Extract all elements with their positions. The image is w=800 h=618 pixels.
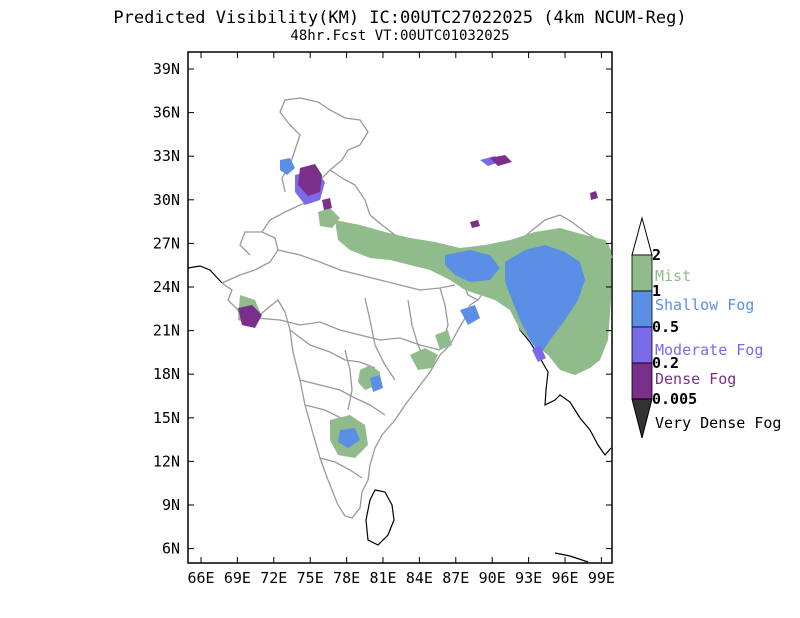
lon-tick-label: 99E: [588, 569, 615, 587]
lat-tick-label: 33N: [153, 147, 180, 165]
legend-label-very-dense-fog: Very Dense Fog: [655, 414, 781, 432]
lat-tick-label: 36N: [153, 104, 180, 122]
lat-tick-label: 24N: [153, 278, 180, 296]
longitude-axis: 66E 69E 72E 75E 78E 81E 84E 87E 90E 93E 96E 99E: [187, 52, 615, 587]
lat-tick-label: 9N: [162, 496, 180, 514]
coastline: [187, 265, 612, 563]
legend-level-0-5: 0.5: [652, 318, 679, 336]
lon-tick-label: 96E: [551, 569, 578, 587]
lon-tick-label: 87E: [442, 569, 469, 587]
map-frame: [187, 51, 613, 564]
legend-level-0-2: 0.2: [652, 354, 679, 372]
legend-label-moderate-fog: Moderate Fog: [655, 341, 763, 359]
latitude-axis: 39N 36N 33N 30N 27N 24N 21N 18N 15N 12N 9N 6N: [153, 60, 612, 558]
lat-tick-label: 39N: [153, 60, 180, 78]
lon-tick-label: 69E: [224, 569, 251, 587]
lon-tick-label: 72E: [260, 569, 287, 587]
lon-tick-label: 93E: [515, 569, 542, 587]
lon-tick-label: 84E: [406, 569, 433, 587]
legend-swatch-dense-fog: [631, 362, 653, 400]
lon-tick-label: 90E: [479, 569, 506, 587]
legend-level-1: 1: [652, 282, 661, 300]
lon-tick-label: 81E: [369, 569, 396, 587]
dense-fog-region: [238, 155, 598, 328]
legend-swatch-very-dense-fog: [631, 398, 653, 439]
lon-tick-label: 78E: [333, 569, 360, 587]
lat-tick-label: 6N: [162, 540, 180, 558]
chart-title: Predicted Visibility(KM) IC:00UTC2702202…: [113, 8, 687, 28]
lat-tick-label: 12N: [153, 452, 180, 470]
legend-level-0-005: 0.005: [652, 390, 697, 408]
lat-tick-label: 18N: [153, 365, 180, 383]
lon-tick-label: 75E: [297, 569, 324, 587]
lat-tick-label: 21N: [153, 322, 180, 340]
legend-upper-arrow: [631, 216, 653, 256]
legend-label-shallow-fog: Shallow Fog: [655, 296, 754, 314]
legend-label-dense-fog: Dense Fog: [655, 370, 736, 388]
lat-tick-label: 30N: [153, 191, 180, 209]
chart-subtitle: 48hr.Fcst VT:00UTC01032025: [290, 28, 510, 44]
legend: 2 1 0.5 0.2 0.005 Mist Shallow Fog Moder…: [631, 216, 781, 439]
legend-label-mist: Mist: [655, 267, 691, 285]
legend-swatch-moderate-fog: [631, 326, 653, 364]
lat-tick-label: 27N: [153, 234, 180, 252]
legend-swatch-shallow-fog: [631, 290, 653, 328]
legend-level-2: 2: [652, 246, 661, 264]
lon-tick-label: 66E: [187, 569, 214, 587]
shallow-fog-region: [280, 158, 585, 448]
lat-tick-label: 15N: [153, 409, 180, 427]
legend-swatch-mist: [631, 254, 653, 292]
